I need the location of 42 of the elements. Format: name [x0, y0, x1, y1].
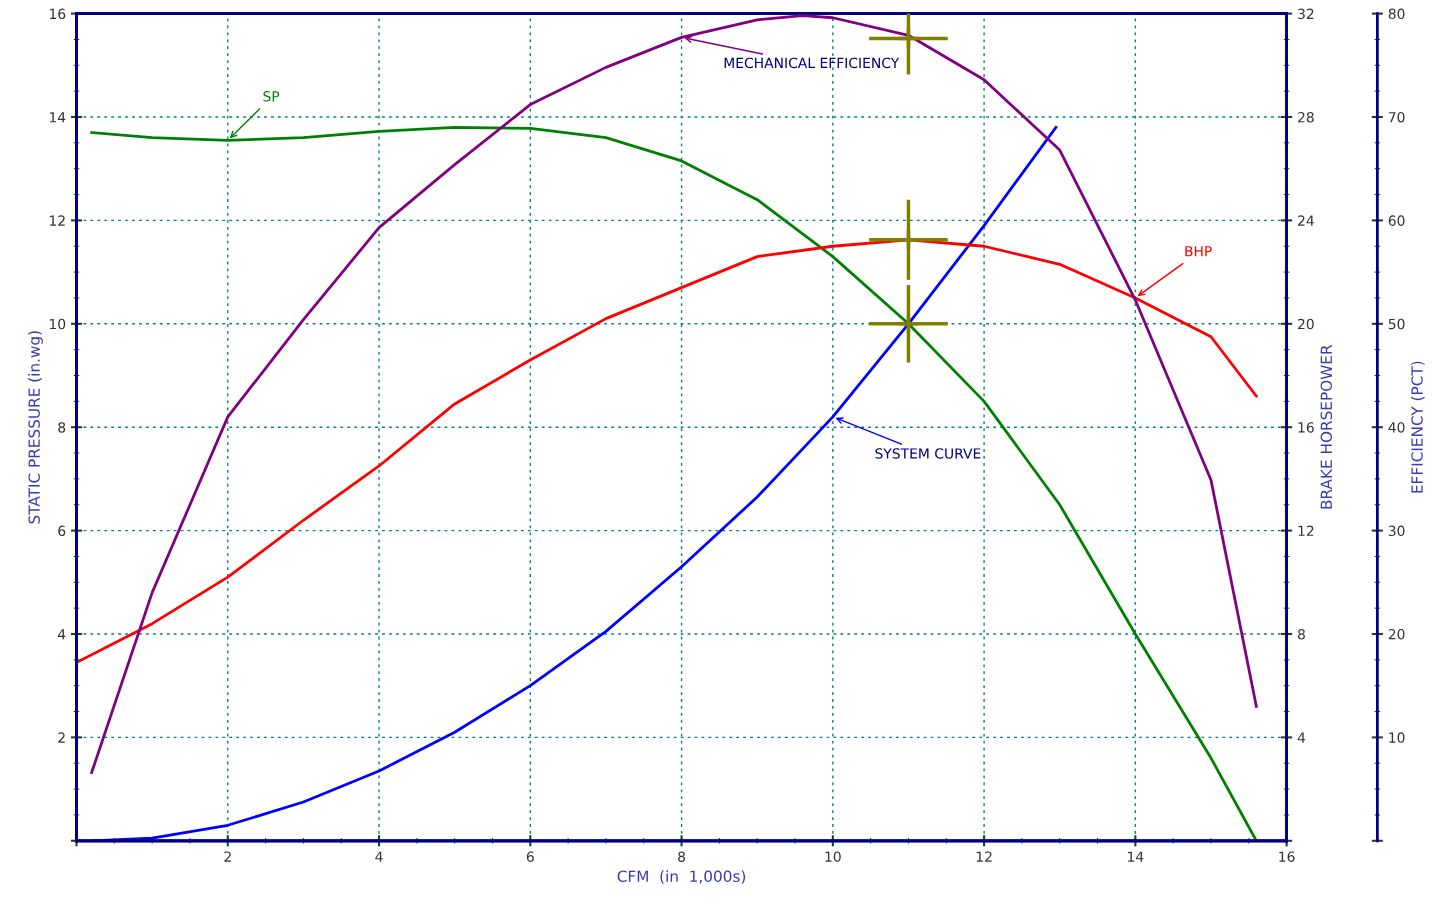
x-axis-title: CFM (in 1,000s)	[617, 870, 746, 884]
y2-tick-label: 8	[1297, 628, 1305, 640]
y-tick-label: 12	[49, 215, 65, 226]
y3-tick-label: 70	[1388, 111, 1405, 123]
y2-tick-label: 16	[1298, 422, 1314, 433]
y-axis-title: STATIC PRESSURE (in.wg)	[28, 331, 43, 524]
y3-tick-label: 20	[1388, 628, 1405, 640]
x-tick-label: 6	[526, 851, 534, 862]
x-tick-label: 16	[1279, 851, 1295, 862]
y2-tick-label: 32	[1298, 8, 1314, 20]
y3-tick-label: 10	[1389, 732, 1405, 743]
line-series	[90, 125, 1258, 841]
y3-tick-label: 30	[1388, 525, 1405, 537]
x-tick-label: 14	[1128, 851, 1144, 862]
x-tick-label: 8	[678, 851, 686, 862]
y3-axis-title: EFFICIENCY (PCT)	[1411, 361, 1425, 493]
x-tick-label: 10	[825, 851, 841, 862]
y3-tick-label: 60	[1388, 215, 1405, 226]
y3-tick-label: 40	[1388, 422, 1405, 433]
y2-tick-label: 4	[1297, 732, 1306, 743]
y2-tick-label: 12	[1298, 525, 1314, 536]
x-tick-label: 2	[224, 851, 231, 862]
y-tick-label: 4	[57, 629, 66, 640]
y-tick-label: 14	[49, 112, 66, 123]
x-tick-label: 12	[976, 851, 992, 862]
y2-tick-label: 20	[1298, 318, 1314, 330]
y-tick-label: 2	[58, 732, 65, 743]
y3-tick-label: 80	[1388, 8, 1405, 20]
line-series	[90, 14, 1258, 774]
y-tick-label: 10	[49, 318, 66, 330]
y2-axis-title: BRAKE HORSEPOWER	[1320, 344, 1333, 509]
y-tick-label: 8	[58, 422, 66, 433]
y3-tick-label: 50	[1388, 318, 1405, 330]
y2-tick-label: 24	[1298, 215, 1314, 226]
legend-label: SYSTEM CURVE	[875, 448, 981, 459]
y-tick-label: 6	[58, 525, 66, 537]
text: BHP	[1185, 246, 1212, 257]
x-tick-label: 4	[375, 851, 383, 862]
series-label: MECHANICAL EFFICIENCY	[724, 57, 900, 69]
text: SP	[263, 91, 280, 102]
y-tick-label: 16	[49, 8, 66, 20]
y2-tick-label: 28	[1298, 111, 1314, 123]
